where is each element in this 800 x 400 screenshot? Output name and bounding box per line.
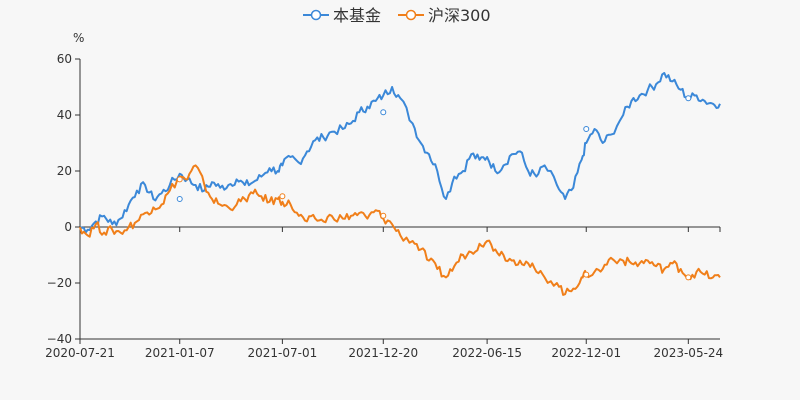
y-tick-label-1: −20 bbox=[47, 276, 72, 290]
y-tick-label-0: −40 bbox=[47, 332, 72, 346]
x-tick-label-6: 2023-05-24 bbox=[653, 346, 723, 360]
x-tick-label-0: 2020-07-21 bbox=[45, 346, 115, 360]
y-tick-label-5: 60 bbox=[57, 52, 72, 66]
legend-csi300-swatch-marker bbox=[405, 9, 417, 21]
legend[interactable]: 本基金 沪深300 bbox=[303, 6, 491, 25]
series-0-marker-0[interactable] bbox=[176, 196, 183, 202]
series-0-marker-3[interactable] bbox=[685, 95, 692, 102]
x-tick-labels: 2020-07-21 2021-01-07 2021-07-01 2021-12-20… bbox=[45, 346, 723, 360]
series-1-marker-4[interactable] bbox=[685, 274, 692, 281]
series-1-marker-1[interactable] bbox=[279, 193, 286, 200]
series-line-0 bbox=[79, 72, 721, 234]
series-1-marker-3[interactable] bbox=[583, 271, 590, 278]
x-tick-label-5: 2022-12-01 bbox=[551, 346, 621, 360]
x-tick-label-3: 2021-12-20 bbox=[348, 346, 418, 360]
y-axis-unit-label: % bbox=[73, 31, 84, 45]
series-layer bbox=[79, 72, 721, 296]
series-csi300 bbox=[79, 164, 721, 296]
x-tick-label-2: 2021-07-01 bbox=[248, 346, 318, 360]
y-tick-label-3: 20 bbox=[57, 164, 72, 178]
axes-group bbox=[75, 58, 721, 344]
y-tick-label-2: 0 bbox=[64, 220, 72, 234]
series-1-marker-0[interactable] bbox=[176, 176, 183, 183]
x-tick-label-4: 2022-06-15 bbox=[452, 346, 522, 360]
series-fund bbox=[79, 72, 721, 234]
series-line-1 bbox=[79, 164, 721, 296]
y-tick-label-4: 40 bbox=[57, 108, 72, 122]
legend-fund-swatch-marker bbox=[310, 9, 322, 21]
legend-item-csi300[interactable]: 沪深300 bbox=[398, 6, 491, 25]
legend-item-fund[interactable]: 本基金 bbox=[303, 6, 381, 25]
legend-fund-label: 本基金 bbox=[333, 6, 381, 25]
series-0-marker-1[interactable] bbox=[380, 109, 387, 116]
series-0-marker-2[interactable] bbox=[583, 126, 590, 132]
y-tick-labels: −40 −20 0 20 40 60 bbox=[47, 52, 72, 346]
series-1-marker-2[interactable] bbox=[380, 212, 387, 219]
legend-csi300-label: 沪深300 bbox=[428, 6, 491, 25]
x-tick-label-1: 2021-01-07 bbox=[145, 346, 215, 360]
